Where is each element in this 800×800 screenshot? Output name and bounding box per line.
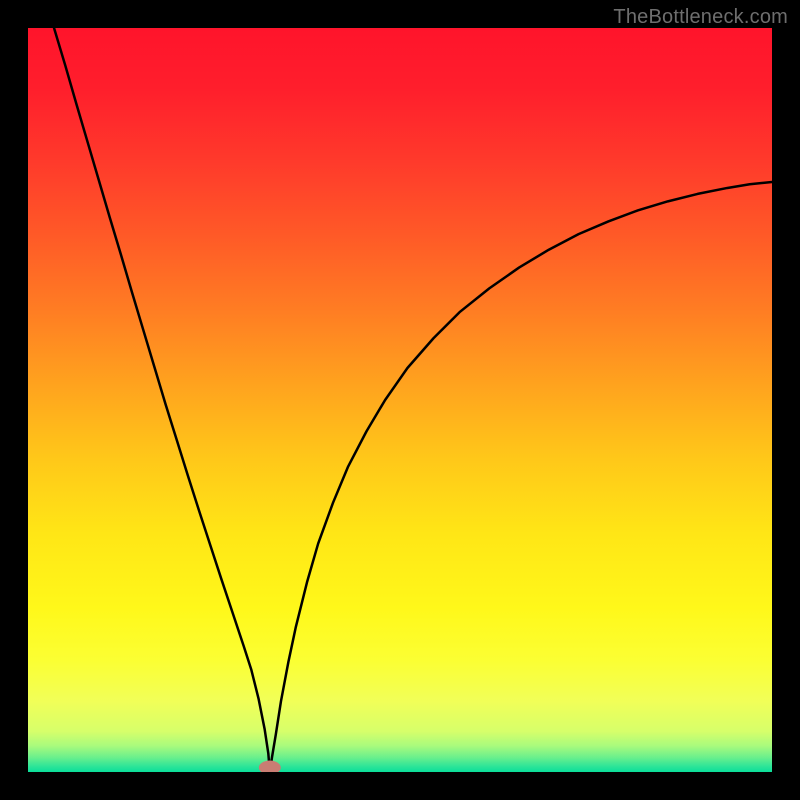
chart-container: TheBottleneck.com [0,0,800,800]
plot-area [28,28,772,772]
watermark-text: TheBottleneck.com [613,6,788,29]
gradient-background [28,28,772,772]
chart-svg [28,28,772,772]
